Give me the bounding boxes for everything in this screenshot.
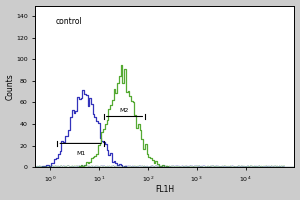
X-axis label: FL1H: FL1H (155, 185, 175, 194)
Y-axis label: Counts: Counts (6, 73, 15, 100)
Text: M1: M1 (76, 151, 85, 156)
Text: control: control (56, 17, 83, 26)
Text: M2: M2 (120, 108, 129, 113)
